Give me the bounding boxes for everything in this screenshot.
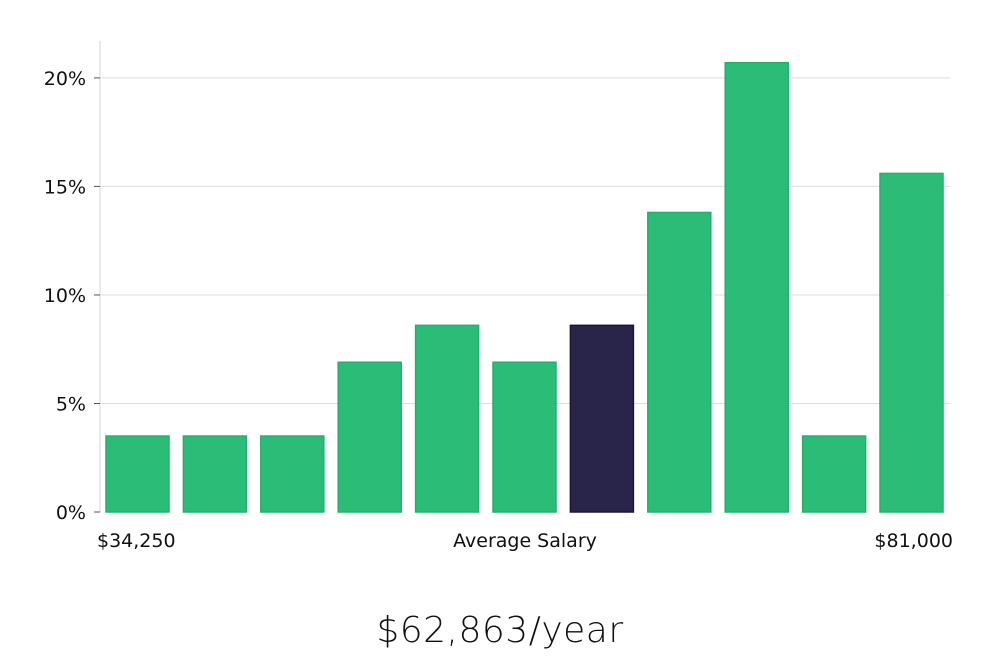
average-salary-figure: $62,863/year	[376, 610, 624, 651]
grid-layer	[100, 77, 950, 404]
bar	[182, 435, 248, 513]
salary-distribution-chart: 0% 5% 10% 15% 20% $34,250 Average Salary $81…	[44, 41, 953, 552]
x-axis-label: Average Salary	[453, 530, 597, 552]
bar	[105, 435, 170, 513]
bar	[337, 361, 402, 513]
bar	[260, 435, 325, 513]
bar	[647, 211, 712, 513]
bar	[801, 435, 867, 513]
bar	[879, 172, 944, 513]
x-max-label: $81,000	[874, 530, 953, 552]
y-tick-label: 20%	[44, 68, 86, 90]
bar	[492, 361, 557, 513]
y-tick-label: 5%	[56, 393, 86, 415]
y-tick-label: 10%	[44, 285, 86, 307]
x-min-label: $34,250	[97, 530, 176, 552]
bar	[724, 61, 789, 513]
y-tick-label: 15%	[44, 176, 86, 198]
y-tick-labels: 0% 5% 10% 15% 20%	[44, 68, 100, 524]
bar-layer	[105, 61, 944, 513]
bar	[414, 324, 480, 513]
y-tick-label: 0%	[56, 502, 86, 524]
bar-highlighted	[569, 324, 635, 513]
